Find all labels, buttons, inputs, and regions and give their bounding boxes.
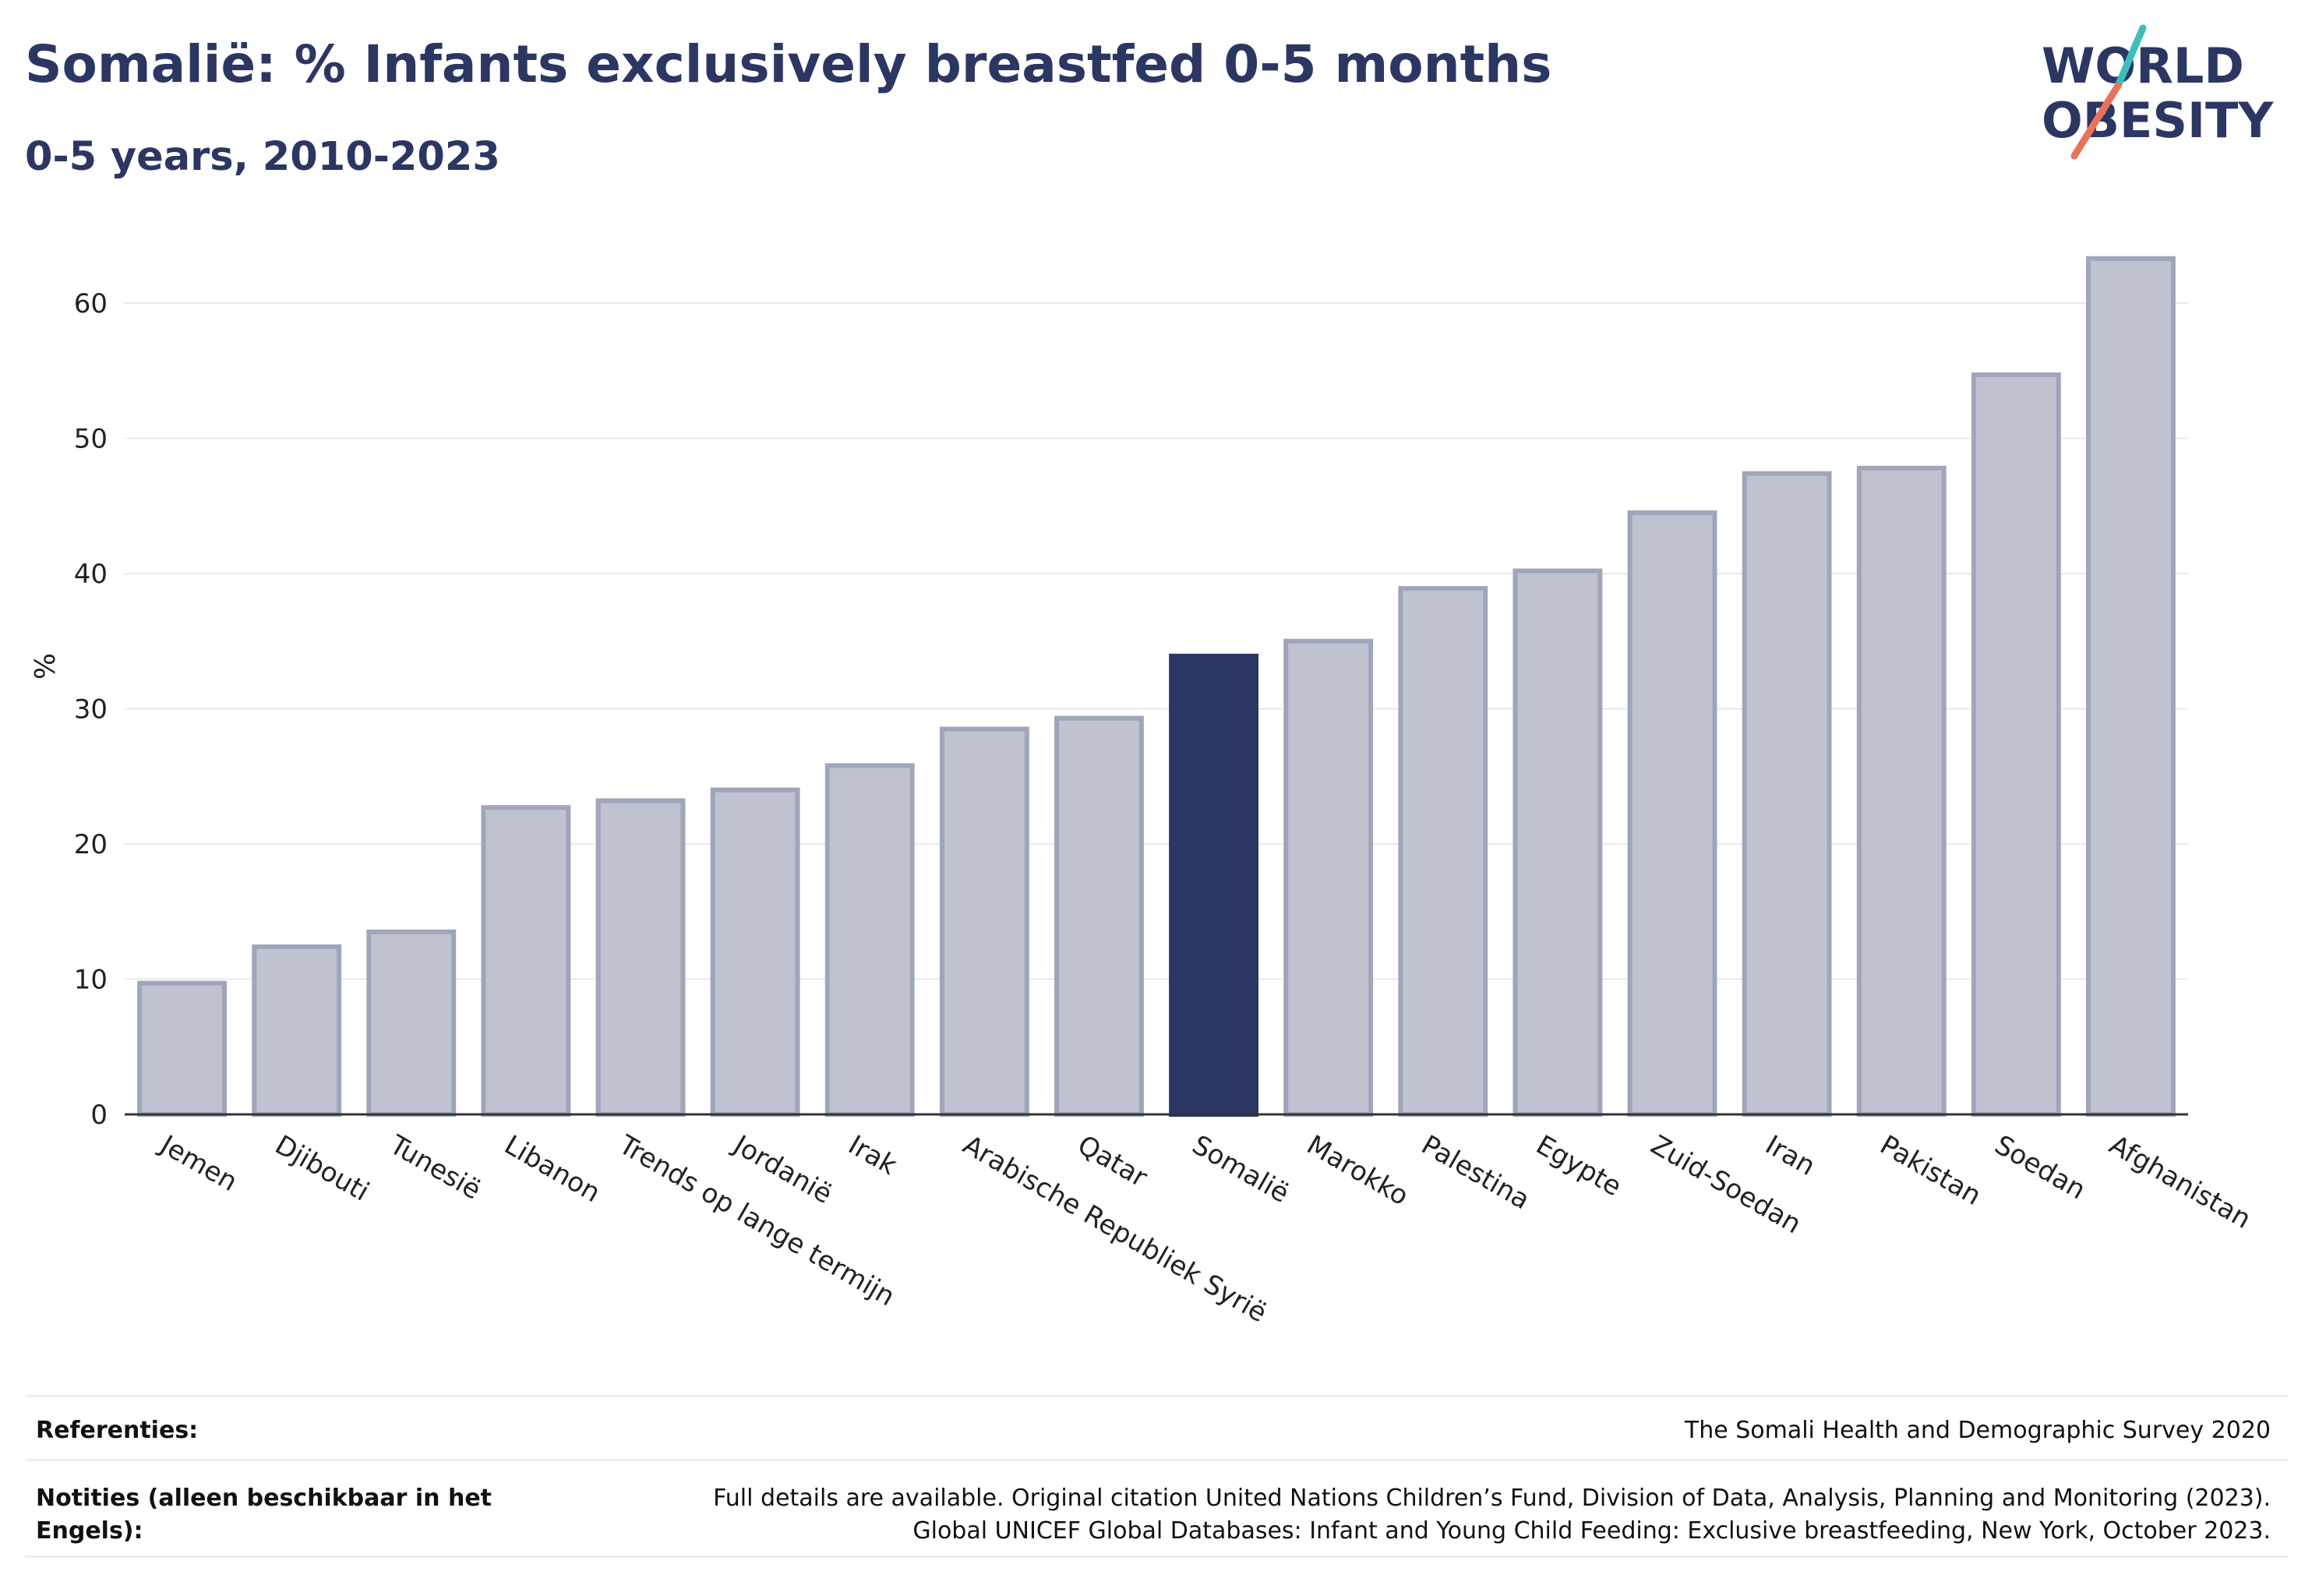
world-obesity-logo: WORLD OBESITY	[2042, 24, 2274, 160]
x-tick-label: Pakistan	[1875, 1129, 1986, 1212]
bar-10	[1283, 638, 1374, 1117]
x-tick-label: Jemen	[154, 1128, 242, 1198]
y-tick-label: 20	[74, 829, 108, 860]
footer-rule-middle	[25, 1459, 2288, 1461]
y-tick-label: 10	[74, 965, 108, 996]
x-tick-label: Soedan	[1989, 1129, 2091, 1206]
bar-11	[1398, 586, 1488, 1117]
notes-label: Notities (alleen beschikbaar in het Enge…	[36, 1485, 492, 1545]
bar-0	[137, 980, 227, 1117]
footer-rule-top	[25, 1395, 2288, 1397]
bar-chart: 0 10 20 30 40 50 60 % Jemen Djibouti Tunesië Liba…	[30, 256, 2256, 1329]
y-tick-label: 30	[74, 694, 108, 726]
logo-slash-teal	[2114, 24, 2147, 90]
bar-6	[824, 763, 915, 1117]
y-tick-label: 0	[90, 1100, 108, 1131]
x-tick-label: Tunesië	[383, 1129, 485, 1206]
logo-slash-coral	[2070, 82, 2122, 160]
x-tick-label: Qatar	[1072, 1129, 1152, 1194]
y-tick-label: 40	[74, 559, 108, 590]
y-tick-label: 50	[74, 424, 108, 455]
bar-16	[1971, 372, 2061, 1117]
x-tick-label: Libanon	[499, 1129, 605, 1209]
bar-15	[1856, 465, 1947, 1117]
x-tick-label: Afghanistan	[2104, 1129, 2256, 1235]
notes-value: Full details are available. Original cit…	[634, 1482, 2271, 1548]
bar-5	[710, 787, 800, 1117]
chart-subtitle: 0-5 years, 2010-2023	[25, 134, 500, 180]
x-tick-label: Djibouti	[270, 1129, 374, 1208]
bar-7	[939, 726, 1029, 1118]
footer-rule-bottom	[25, 1555, 2288, 1558]
bar-13	[1627, 510, 1717, 1117]
bar-4	[595, 798, 686, 1117]
x-tick-label: Marokko	[1301, 1129, 1414, 1212]
bar-2	[366, 929, 457, 1118]
bar-9	[1169, 653, 1258, 1117]
bars	[137, 256, 2176, 1118]
bar-17	[2086, 256, 2176, 1117]
bar-3	[481, 805, 571, 1118]
y-axis-ticks: 0 10 20 30 40 50 60	[74, 288, 108, 1131]
x-tick-label: Palestina	[1416, 1129, 1535, 1216]
notes-line-1: Full details are available. Original cit…	[713, 1485, 2271, 1512]
references-label: Referenties:	[36, 1417, 199, 1444]
y-axis-label: %	[30, 653, 62, 680]
references-value: The Somali Health and Demographic Survey…	[1684, 1417, 2271, 1444]
bar-1	[252, 944, 342, 1117]
logo-line2: OBESITY	[2042, 92, 2274, 149]
bar-12	[1513, 568, 1603, 1117]
bar-8	[1054, 715, 1144, 1118]
bar-14	[1742, 471, 1832, 1117]
x-tick-label: Iran	[1760, 1129, 1820, 1182]
chart-title: Somalië: % Infants exclusively breastfed…	[25, 34, 1552, 94]
x-tick-label: Somalië	[1187, 1129, 1294, 1209]
y-tick-label: 60	[74, 288, 108, 320]
logo-line1: WORLD	[2042, 37, 2244, 94]
x-tick-label: Irak	[843, 1129, 902, 1181]
notes-line-2: Global UNICEF Global Databases: Infant a…	[912, 1517, 2271, 1545]
x-tick-label: Egypte	[1530, 1129, 1626, 1202]
x-axis-tick-labels: Jemen Djibouti Tunesië Libanon Trends op lan…	[154, 1128, 2256, 1329]
